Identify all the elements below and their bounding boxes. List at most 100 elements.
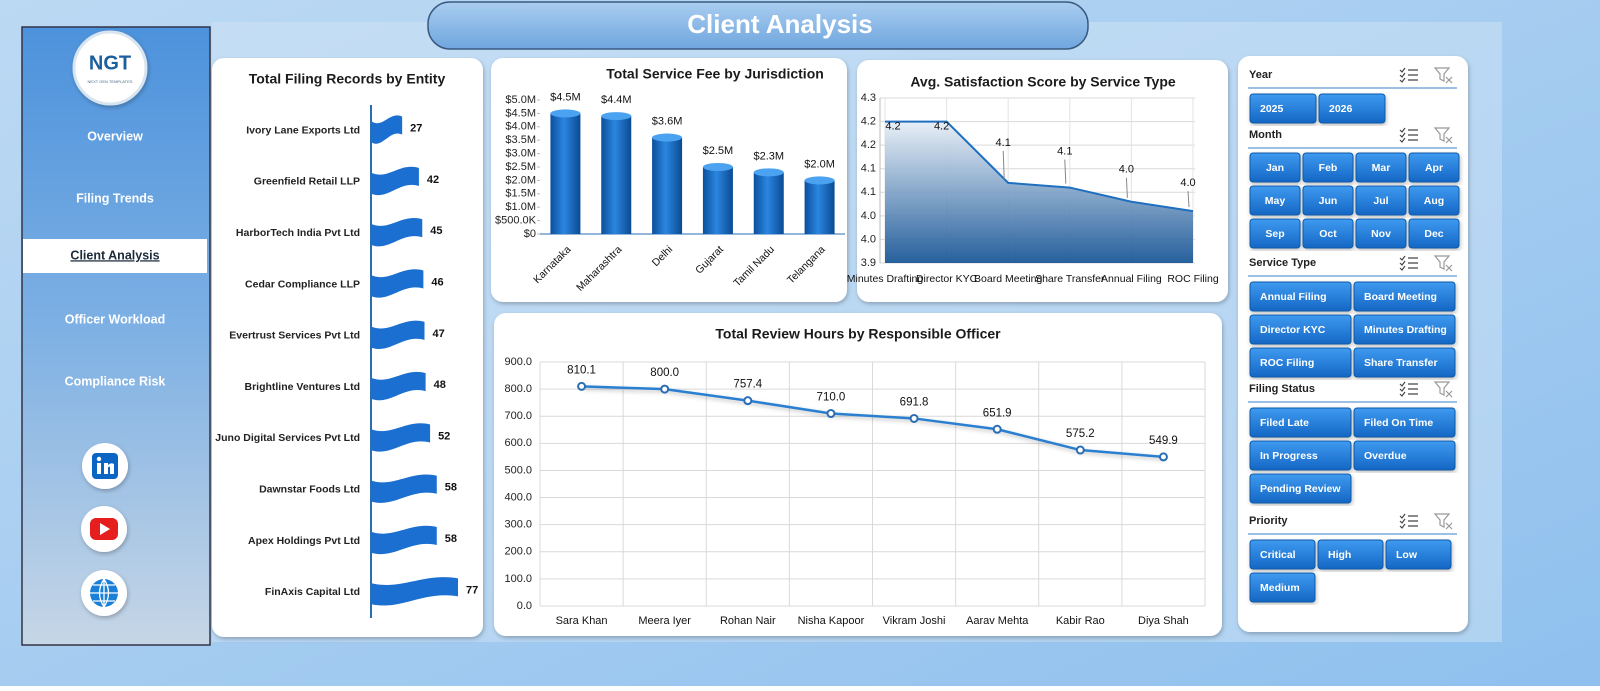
nav-item[interactable]: Client Analysis	[70, 248, 159, 262]
multi-select-icon[interactable]	[1399, 381, 1418, 397]
slicer-button-label[interactable]: Nov	[1371, 228, 1391, 240]
slicer-button-label[interactable]: Dec	[1424, 228, 1443, 240]
clear-filter-icon[interactable]	[1433, 381, 1453, 398]
slicer-button[interactable]	[1249, 218, 1301, 249]
bar	[372, 577, 458, 606]
slicer-button-label[interactable]: 2025	[1260, 103, 1284, 115]
slicer-button[interactable]	[1353, 281, 1456, 312]
slicer-button-label[interactable]: 2026	[1329, 103, 1353, 115]
multi-select-icon[interactable]	[1399, 67, 1418, 83]
slicer-button-label[interactable]: Board Meeting	[1364, 291, 1437, 303]
slicer-button[interactable]	[1249, 347, 1352, 378]
slicer-button[interactable]	[1249, 440, 1352, 471]
y-tick-label: 500.0	[504, 464, 532, 476]
slicer-button[interactable]	[1249, 407, 1352, 438]
slicer-button[interactable]	[1318, 93, 1386, 124]
slicer-button-label[interactable]: Jun	[1319, 195, 1338, 207]
slicer-button-label[interactable]: Medium	[1260, 582, 1300, 594]
slicer-button[interactable]	[1302, 218, 1354, 249]
data-label: 45	[430, 225, 442, 237]
y-tick-label: 700.0	[504, 410, 532, 422]
slicer-button-label[interactable]: Sep	[1265, 228, 1284, 240]
data-label: 651.9	[983, 407, 1012, 419]
youtube-icon[interactable]	[81, 506, 127, 552]
nav-item[interactable]: Overview	[87, 129, 143, 143]
slicer-button-label[interactable]: Apr	[1425, 162, 1443, 174]
slicer-button[interactable]	[1385, 539, 1452, 570]
slicer-button[interactable]	[1355, 185, 1407, 216]
data-label: $3.6M	[652, 115, 683, 127]
nav-item[interactable]: Officer Workload	[65, 312, 165, 326]
clear-filter-icon[interactable]	[1433, 255, 1453, 272]
leader-line	[1187, 191, 1190, 208]
slicer-button[interactable]	[1355, 152, 1407, 183]
linkedin-icon[interactable]	[82, 443, 128, 489]
slicer-button[interactable]	[1353, 407, 1456, 438]
slicer-button[interactable]	[1249, 185, 1301, 216]
slicer-button[interactable]	[1249, 473, 1352, 504]
slicer-button-label[interactable]: In Progress	[1260, 450, 1318, 462]
data-label: $4.4M	[601, 94, 632, 106]
multi-select-icon[interactable]	[1399, 255, 1418, 271]
title-banner	[427, 1, 1089, 50]
slicer-button[interactable]	[1249, 281, 1352, 312]
slicer-button-label[interactable]: Oct	[1319, 228, 1337, 240]
slicer-button[interactable]	[1302, 152, 1354, 183]
slicer-button[interactable]	[1249, 572, 1316, 603]
slicer-button-label[interactable]: May	[1265, 195, 1286, 207]
slicer-button-label[interactable]: Pending Review	[1260, 483, 1341, 495]
data-label: 48	[434, 379, 446, 391]
slicer-button-label[interactable]: ROC Filing	[1260, 357, 1314, 369]
slicer-button[interactable]	[1408, 152, 1460, 183]
slicer-button-label[interactable]: Low	[1396, 549, 1418, 561]
data-label: 4.2	[934, 120, 949, 132]
slicer-button-label[interactable]: Share Transfer	[1364, 357, 1438, 369]
bar	[372, 218, 423, 247]
slicer-button-label[interactable]: Jul	[1373, 195, 1388, 207]
slicer-button[interactable]	[1353, 347, 1456, 378]
slicer-button[interactable]	[1249, 152, 1301, 183]
y-tick-label: 4.2	[861, 115, 876, 127]
clear-filter-icon[interactable]	[1433, 67, 1453, 84]
slicer-button-label[interactable]: Jan	[1266, 162, 1284, 174]
slicer-button-label[interactable]: Critical	[1260, 549, 1296, 561]
slicer-button-label[interactable]: Mar	[1372, 162, 1391, 174]
slicer-button-label[interactable]: Director KYC	[1260, 324, 1326, 336]
multi-select-icon[interactable]	[1399, 513, 1418, 529]
slicer-button[interactable]	[1249, 93, 1317, 124]
data-label: 575.2	[1066, 428, 1095, 440]
slicer-button[interactable]	[1355, 218, 1407, 249]
bar-top	[601, 112, 632, 121]
slicer-button[interactable]	[1249, 539, 1316, 570]
data-label: 52	[438, 430, 450, 442]
nav-item[interactable]: Filing Trends	[76, 191, 154, 205]
bar	[372, 166, 419, 196]
data-label: 4.0	[1180, 177, 1195, 189]
slicer-button-label[interactable]: Filed Late	[1260, 417, 1309, 429]
slicer-button[interactable]	[1408, 185, 1460, 216]
logo-text: NGT	[89, 52, 131, 74]
page-title: Client Analysis	[687, 9, 872, 39]
slicer-button-label[interactable]: Aug	[1424, 195, 1444, 207]
web-icon[interactable]	[81, 570, 127, 616]
nav-item[interactable]: Compliance Risk	[65, 374, 166, 388]
slicer-button[interactable]	[1317, 539, 1384, 570]
bar	[652, 137, 683, 234]
bar-top	[753, 168, 784, 177]
slicer-button-label[interactable]: High	[1328, 549, 1351, 561]
slicer-button[interactable]	[1353, 440, 1456, 471]
slicer-button-label[interactable]: Annual Filing	[1260, 291, 1327, 303]
clear-filter-icon[interactable]	[1433, 513, 1453, 530]
multi-select-icon[interactable]	[1399, 127, 1418, 143]
slicer-button-label[interactable]: Filed On Time	[1364, 417, 1433, 429]
clear-filter-icon[interactable]	[1433, 127, 1453, 144]
point	[1158, 452, 1168, 462]
slicer-button[interactable]	[1408, 218, 1460, 249]
slicer-button[interactable]	[1353, 314, 1456, 345]
slicer-button-label[interactable]: Minutes Drafting	[1364, 324, 1447, 336]
slicer-button-label[interactable]: Feb	[1319, 162, 1338, 174]
slicer-button[interactable]	[1249, 314, 1352, 345]
slicer-button-label[interactable]: Overdue	[1364, 450, 1407, 462]
slicer-button[interactable]	[1302, 185, 1354, 216]
